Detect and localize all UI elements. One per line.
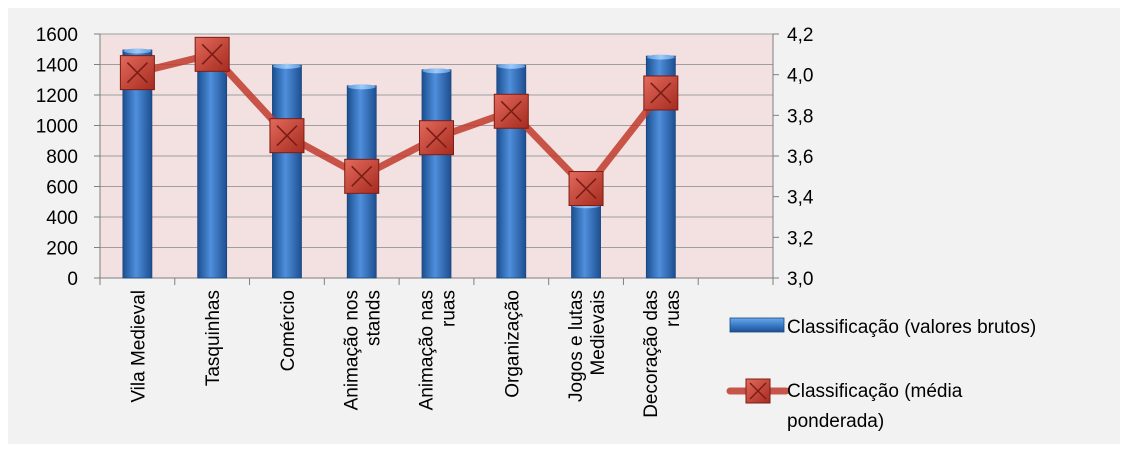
bar [571,204,601,279]
y-left-tick-label: 400 [46,208,78,229]
bar-top [272,63,301,69]
category-label: stands [364,290,385,346]
right-axis: 3,0 3,2 3,4 3,6 3,8 4,0 4,2 [772,25,814,290]
marker-cross [201,43,223,65]
marker-cross [351,165,373,187]
line-marker [269,118,305,154]
category-label: Animação nas [417,290,438,410]
category-label: Tasquinhas [203,290,224,386]
line-marker [119,55,155,91]
y-right-tick-label: 4,0 [787,66,813,87]
legend-marker [745,378,771,404]
y-left-tick-label: 1400 [36,56,78,77]
marker-cross [126,62,148,84]
y-right-tick-label: 3,6 [787,147,813,168]
y-right-tick-label: 3,2 [787,228,813,249]
marker-cross [276,125,298,147]
line-series [119,36,679,207]
bar [421,69,452,279]
legend-marker-cross [749,382,767,400]
line-marker [643,75,679,111]
line-marker [419,120,454,156]
line-marker [568,171,604,207]
y-right-tick-label: 4,2 [787,25,813,46]
category-label: Vila Medieval [128,290,149,403]
y-left-tick-label: 600 [46,178,78,199]
line-marker [344,158,380,194]
category-label: ruas [663,290,684,327]
category-label: Medievais [588,290,609,376]
y-right-tick-label: 3,8 [787,106,813,127]
legend-label: Classificação (média [787,381,963,402]
category-label: ruas [439,290,460,327]
bar-top [497,63,526,69]
category-label: Organização [502,290,523,398]
bar-top [123,48,152,54]
bar-top [422,68,451,74]
left-axis: 0 200 400 600 800 1000 1200 1400 1600 [36,25,101,290]
y-left-tick-label: 1600 [36,25,78,46]
marker-cross [500,100,522,122]
legend-label: Classificação (valores brutos) [787,317,1036,338]
y-right-tick-label: 3,4 [787,188,814,209]
y-left-tick-label: 200 [46,239,78,260]
marker-cross [650,82,672,104]
legend-label: ponderada) [787,411,884,432]
bar [197,48,228,279]
y-left-tick-label: 0 [67,269,78,290]
bar [272,64,302,279]
category-label: Decoração das [641,290,662,418]
marker-cross [575,177,597,200]
legend: Classificação (valores brutos) Classifica… [726,317,1036,432]
y-right-tick-label: 3,0 [787,269,813,290]
category-label: Jogos e lutas [566,290,587,402]
legend-bar-swatch [729,317,785,333]
bar-top [347,84,376,90]
line-marker [493,93,529,129]
category-label: Comércio [278,290,299,371]
bar-top [646,54,675,60]
category-label: Animação nos [342,290,363,410]
category-axis-labels: Vila Medieval Tasquinhas Comércio Animação … [128,290,683,418]
y-left-tick-label: 1200 [36,86,78,107]
y-left-tick-label: 800 [46,147,78,168]
y-left-tick-label: 1000 [36,117,78,138]
line-marker [194,36,230,72]
marker-cross [425,127,448,149]
